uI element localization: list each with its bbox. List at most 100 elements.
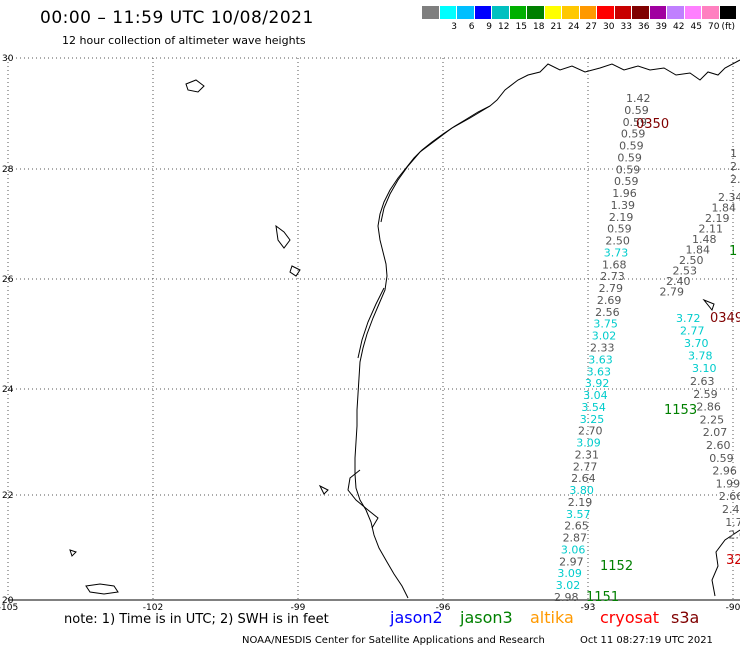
wave-height-value: 0.59 (617, 151, 642, 164)
wave-height-value: 2.86 (696, 401, 721, 414)
wave-height-value: 0.59 (621, 128, 646, 141)
pass-time-label: 0349 (710, 311, 740, 326)
wave-height-value: 0.59 (623, 116, 648, 129)
wave-height-value: 2.50 (679, 254, 704, 267)
wave-height-value: 3.10 (692, 362, 717, 375)
wave-height-value: 3.63 (588, 353, 613, 366)
wave-height-value: 2.6 (728, 529, 740, 542)
color-scale-label: 9 (486, 22, 492, 32)
color-scale-label: 3 (451, 22, 457, 32)
color-swatch (597, 6, 615, 19)
latitude-label: 26 (2, 275, 14, 285)
wave-height-value: 2.59 (693, 388, 718, 401)
wave-height-value: 3.09 (557, 567, 582, 580)
wave-height-value: 2.07 (703, 426, 728, 439)
wave-height-value: 1.39 (611, 199, 636, 212)
wave-height-value: 2.98 (554, 591, 579, 604)
wave-height-value: 2.19 (568, 496, 593, 509)
wave-height-value: 3.25 (580, 413, 605, 426)
color-scale-label: 39 (655, 22, 667, 32)
satellite-legend-item: s3a (671, 608, 700, 627)
wave-height-value: 2.70 (578, 425, 603, 438)
color-swatch (702, 6, 720, 19)
barrier-island (380, 105, 491, 223)
pass-time-label: 1 (729, 244, 737, 259)
satellite-legend-item: cryosat (600, 608, 660, 627)
latitude-label: 20 (2, 596, 14, 606)
wave-height-value: 3.57 (566, 508, 591, 521)
generation-timestamp: Oct 11 08:27:19 UTC 2021 (580, 635, 713, 646)
wave-height-value: 2.73 (600, 270, 625, 283)
wave-height-value: 3.80 (569, 484, 594, 497)
wave-height-value: 3.70 (684, 337, 709, 350)
wave-height-value: 0.59 (607, 223, 632, 236)
wave-height-value: 2.69 (597, 294, 622, 307)
color-swatch (649, 6, 667, 19)
longitude-label: -96 (436, 603, 451, 613)
longitude-label: -99 (291, 603, 306, 613)
wave-height-value: 2.5 (730, 160, 740, 173)
color-scale-label: 33 (620, 22, 632, 32)
color-swatch (579, 6, 597, 19)
island-6 (69, 549, 77, 557)
wave-height-value: 0.59 (616, 163, 641, 176)
color-scale-label: 45 (690, 22, 702, 32)
color-swatch (614, 6, 632, 19)
satellite-legend-item: jason3 (460, 608, 513, 627)
color-swatch (457, 6, 475, 19)
wave-height-value: 3.73 (604, 246, 629, 259)
bay-outline (347, 469, 379, 529)
wave-height-value: 2.66 (719, 490, 740, 503)
wave-height-value: 3.02 (592, 330, 617, 343)
pass-time-label: 32 (726, 553, 740, 568)
wave-height-value: 2.34 (718, 191, 740, 204)
wave-height-value: 2.4 (730, 173, 740, 186)
color-swatch (527, 6, 545, 19)
coastline (69, 59, 740, 599)
color-swatch (439, 6, 457, 19)
wave-height-value: 2.64 (571, 472, 596, 485)
wave-height-value: 3.04 (583, 389, 608, 402)
color-scale-label: 27 (585, 22, 597, 32)
island-2 (275, 224, 291, 249)
color-scale-label: 15 (515, 22, 527, 32)
grid-labels: 30 28 26 24 22 20-105 -102 -99 -96 -93 -90 (0, 54, 740, 613)
wave-height-value: 1.99 (716, 477, 740, 490)
wave-height-value: 0.59 (614, 175, 639, 188)
wave-height-value: 2.31 (575, 448, 600, 461)
island-3 (289, 265, 301, 277)
lat-lon-grid (7, 57, 740, 601)
satellite-legend-item: altika (530, 608, 574, 627)
wave-height-value: 2.50 (605, 235, 630, 248)
wave-height-value: 1.42 (626, 92, 651, 105)
color-scale-label: 30 (603, 22, 615, 32)
wave-height-value: 1.84 (686, 244, 711, 257)
wave-height-value: 2.19 (609, 211, 634, 224)
wave-height-value: 2.11 (699, 223, 724, 236)
pass-time-label: 1151 (586, 590, 619, 605)
latitude-label: 24 (2, 385, 14, 395)
wave-height-value: 0.59 (619, 140, 644, 153)
color-scale-labels: 3 6 9 12 15 18 21 24 27 30 33 36 39 42 45 70 (ft) (422, 22, 740, 32)
island-7 (702, 298, 715, 312)
color-swatch (632, 6, 650, 19)
color-scale-label: 18 (533, 22, 545, 32)
wave-height-value: 3.63 (587, 365, 612, 378)
wave-height-value: 2.33 (590, 342, 615, 355)
texas-gulf-coastline (354, 59, 740, 599)
pass-time-label: 0350 (636, 117, 669, 132)
color-scale-label: 42 (673, 22, 685, 32)
wave-height-value: 3.09 (576, 437, 601, 450)
wave-height-value: 2.87 (563, 532, 588, 545)
wave-height-value: 2.79 (660, 286, 685, 299)
coast-east-edge (711, 529, 740, 597)
wave-height-value: 2.47 (722, 503, 740, 516)
wave-height-value: 2.65 (564, 520, 589, 533)
wave-height-value: 1.84 (712, 202, 737, 215)
wave-height-value: 3.06 (561, 543, 586, 556)
color-swatch (562, 6, 580, 19)
wave-height-value: 2.77 (573, 460, 598, 473)
wave-height-value: 2.60 (706, 439, 731, 452)
wave-height-value: 3.54 (581, 401, 606, 414)
color-swatch (422, 6, 440, 19)
